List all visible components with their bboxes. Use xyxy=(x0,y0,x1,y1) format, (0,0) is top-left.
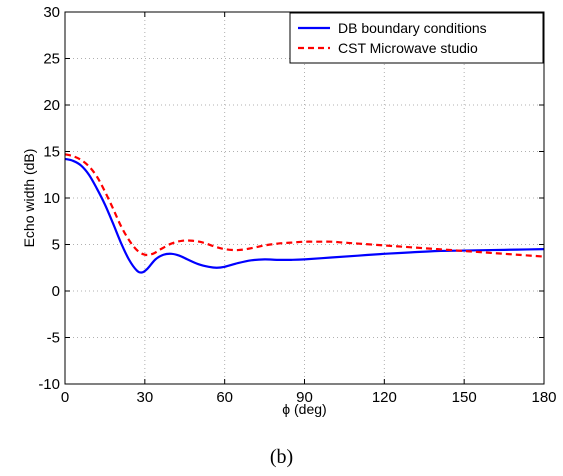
figure-caption: (b) xyxy=(269,446,294,468)
y-tick-label: 5 xyxy=(52,237,60,254)
plot-background xyxy=(65,12,544,384)
y-tick-label: -10 xyxy=(38,376,60,393)
x-tick-label: 0 xyxy=(61,389,69,406)
legend-box xyxy=(289,12,544,64)
x-tick-label: 30 xyxy=(136,389,153,406)
x-tick-label: 180 xyxy=(531,389,556,406)
y-tick-label: 20 xyxy=(43,97,60,114)
y-axis-label: Echo width (dB) xyxy=(21,149,37,248)
x-tick-label: 60 xyxy=(216,389,233,406)
x-axis-label: ϕ (deg) xyxy=(282,401,326,417)
y-tick-label: 25 xyxy=(43,51,60,68)
legend-label: CST Microwave studio xyxy=(338,40,478,56)
axis-ticks: 0 30 60 90 120 150 180 -10 -5 0 5 10 15 20 25 30 xyxy=(38,4,556,406)
echo-width-chart: 0 30 60 90 120 150 180 -10 -5 0 5 10 15 20 25 30 DB bou… xyxy=(21,4,557,417)
y-tick-label: 15 xyxy=(43,144,60,161)
x-tick-label: 150 xyxy=(452,389,477,406)
x-tick-label: 90 xyxy=(296,389,313,406)
data-series xyxy=(64,153,545,274)
series-line-db-boundary xyxy=(64,157,545,274)
legend-label: DB boundary conditions xyxy=(338,20,487,36)
x-tick-label: 120 xyxy=(372,389,397,406)
legend: DB boundary conditions CST Microwave stud… xyxy=(289,12,544,64)
series-line-cst-microwave xyxy=(64,153,545,258)
y-tick-label: 10 xyxy=(43,190,60,207)
plot-frame xyxy=(64,11,545,385)
y-tick-label: -5 xyxy=(47,330,60,347)
y-tick-label: 0 xyxy=(52,283,60,300)
y-tick-label: 30 xyxy=(43,4,60,21)
